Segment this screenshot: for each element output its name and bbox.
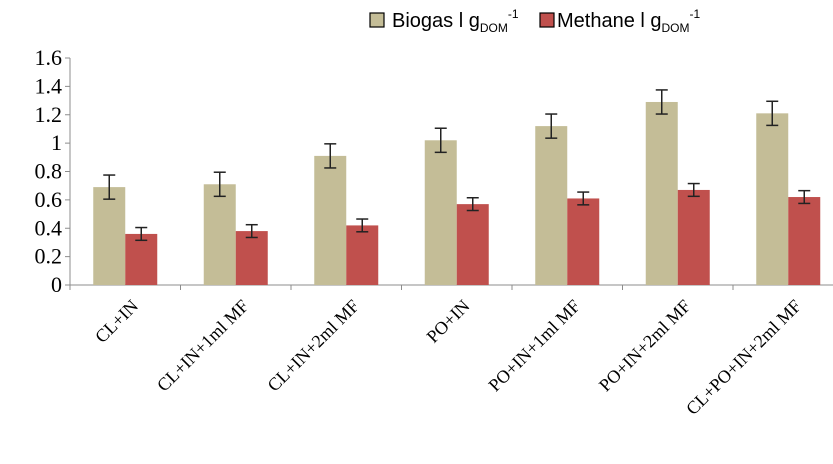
legend-label-biogas: Biogas l gDOM-1 bbox=[392, 7, 519, 35]
y-tick-label: 0.4 bbox=[35, 215, 63, 240]
bar-methane bbox=[677, 189, 710, 285]
bar-biogas bbox=[203, 184, 236, 285]
legend-label-methane: Methane l gDOM-1 bbox=[557, 7, 701, 35]
error-bar bbox=[655, 89, 668, 115]
legend-swatch-biogas bbox=[369, 12, 385, 28]
x-tick-label: PO+IN+1ml MF bbox=[484, 296, 584, 396]
x-tick-label: CL+IN+1ml MF bbox=[153, 296, 253, 396]
y-tick-label: 0.8 bbox=[35, 159, 63, 184]
bar-biogas bbox=[93, 187, 126, 285]
bar-biogas bbox=[424, 140, 457, 285]
y-tick-label: 1.4 bbox=[35, 73, 63, 98]
x-tick-label: PO+IN+2ml MF bbox=[595, 296, 695, 396]
error-bar bbox=[213, 171, 226, 198]
bar-methane bbox=[567, 198, 600, 285]
y-axis-ticks: 0 0.2 0.4 0.6 0.8 1 1.2 1.4 1.6 bbox=[35, 45, 70, 297]
bar-methane bbox=[456, 204, 489, 285]
y-tick-label: 1.6 bbox=[35, 45, 63, 70]
y-tick-label: 1 bbox=[51, 130, 62, 155]
legend-swatch-methane bbox=[539, 12, 555, 28]
legend-item-methane: Methane l gDOM-1 bbox=[539, 7, 701, 35]
error-bar bbox=[466, 196, 479, 212]
error-bar bbox=[324, 143, 337, 169]
bars-layer bbox=[93, 101, 821, 285]
bar-biogas bbox=[535, 126, 568, 285]
x-tick-label: CL+IN bbox=[91, 296, 142, 347]
error-bar bbox=[434, 127, 447, 154]
y-tick-label: 0.2 bbox=[35, 244, 63, 269]
error-bar bbox=[135, 226, 148, 242]
error-bar bbox=[798, 189, 811, 205]
x-tick-label: PO+IN bbox=[423, 296, 474, 347]
y-tick-label: 0 bbox=[51, 272, 62, 297]
bar-methane bbox=[346, 225, 379, 285]
x-axis-ticks: CL+IN CL+IN+1ml MF CL+IN+2ml MF PO+IN PO+IN+… bbox=[69, 285, 805, 419]
error-bar bbox=[103, 174, 116, 200]
x-tick-label: CL+IN+2ml MF bbox=[263, 296, 363, 396]
legend: Biogas l gDOM-1 Methane l gDOM-1 bbox=[369, 7, 701, 35]
bar-biogas bbox=[314, 155, 347, 285]
bar-methane bbox=[125, 233, 158, 285]
error-bar bbox=[687, 182, 700, 198]
error-bars-layer bbox=[103, 89, 811, 242]
x-tick-label: CL+PO+IN+2ml MF bbox=[682, 296, 805, 419]
bar-methane bbox=[235, 231, 268, 285]
error-bar bbox=[577, 191, 590, 206]
error-bar bbox=[245, 223, 258, 239]
bar-biogas bbox=[645, 101, 678, 285]
bar-biogas bbox=[756, 113, 789, 285]
error-bar bbox=[766, 100, 779, 127]
y-tick-label: 0.6 bbox=[35, 187, 63, 212]
legend-item-biogas: Biogas l gDOM-1 bbox=[369, 7, 519, 35]
error-bar bbox=[356, 218, 369, 233]
y-tick-label: 1.2 bbox=[35, 102, 63, 127]
error-bar bbox=[545, 113, 558, 139]
bar-methane bbox=[788, 197, 821, 285]
